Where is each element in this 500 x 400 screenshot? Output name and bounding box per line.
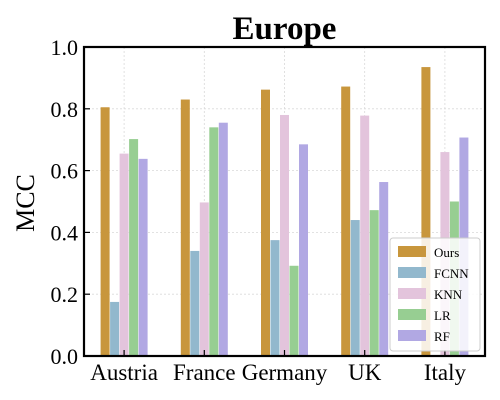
x-tick-label: Italy — [424, 360, 467, 385]
y-axis-label: MCC — [11, 174, 40, 232]
chart-title: Europe — [233, 11, 337, 47]
y-tick-label: 0.2 — [51, 282, 79, 307]
bar-knn-austria — [119, 153, 129, 356]
bar-lr-uk — [369, 210, 379, 356]
bar-ours-france — [180, 99, 190, 356]
bar-ours-austria — [100, 107, 110, 356]
bar-knn-uk — [360, 115, 370, 357]
x-tick-label: France — [173, 360, 236, 385]
legend-label: Ours — [434, 245, 459, 260]
legend-box — [389, 237, 481, 352]
legend-swatch — [398, 309, 426, 320]
bar-fcnn-uk — [350, 220, 360, 356]
bar-knn-france — [199, 202, 209, 356]
y-tick-label: 0.6 — [51, 159, 79, 184]
bar-lr-austria — [129, 139, 139, 356]
legend-label: KNN — [434, 287, 463, 302]
y-tick-label: 0.0 — [51, 344, 79, 369]
legend-swatch — [398, 288, 426, 299]
legend-swatch — [398, 330, 426, 341]
y-axis: 0.0 0.2 0.4 0.6 0.8 1.0 — [51, 35, 90, 369]
bar-fcnn-france — [190, 250, 200, 356]
bar-ours-italy — [421, 67, 431, 357]
legend-label: RF — [434, 329, 450, 344]
bar-lr-france — [209, 127, 219, 356]
y-tick-label: 1.0 — [51, 35, 79, 60]
x-tick-label: Germany — [242, 360, 328, 385]
legend-swatch — [398, 246, 426, 257]
x-axis: Austria France Germany UK Italy — [90, 350, 466, 385]
bar-rf-france — [218, 122, 228, 356]
bar-fcnn-germany — [270, 240, 280, 356]
y-tick-label: 0.4 — [51, 220, 79, 245]
bar-rf-austria — [138, 158, 148, 356]
x-tick-label: UK — [348, 360, 382, 385]
bar-fcnn-austria — [110, 301, 120, 356]
bar-knn-germany — [280, 114, 289, 356]
bar-ours-germany — [261, 89, 270, 356]
legend-label: LR — [434, 308, 451, 323]
y-tick-label: 0.8 — [51, 97, 79, 122]
x-tick-label: Austria — [90, 360, 158, 385]
bar-lr-germany — [289, 265, 299, 356]
legend-swatch — [398, 267, 426, 278]
bar-rf-uk — [379, 182, 389, 356]
legend-label: FCNN — [434, 266, 469, 281]
bar-rf-germany — [299, 144, 308, 356]
bar-ours-uk — [341, 86, 351, 356]
legend: Ours FCNN KNN LR RF — [389, 237, 481, 352]
